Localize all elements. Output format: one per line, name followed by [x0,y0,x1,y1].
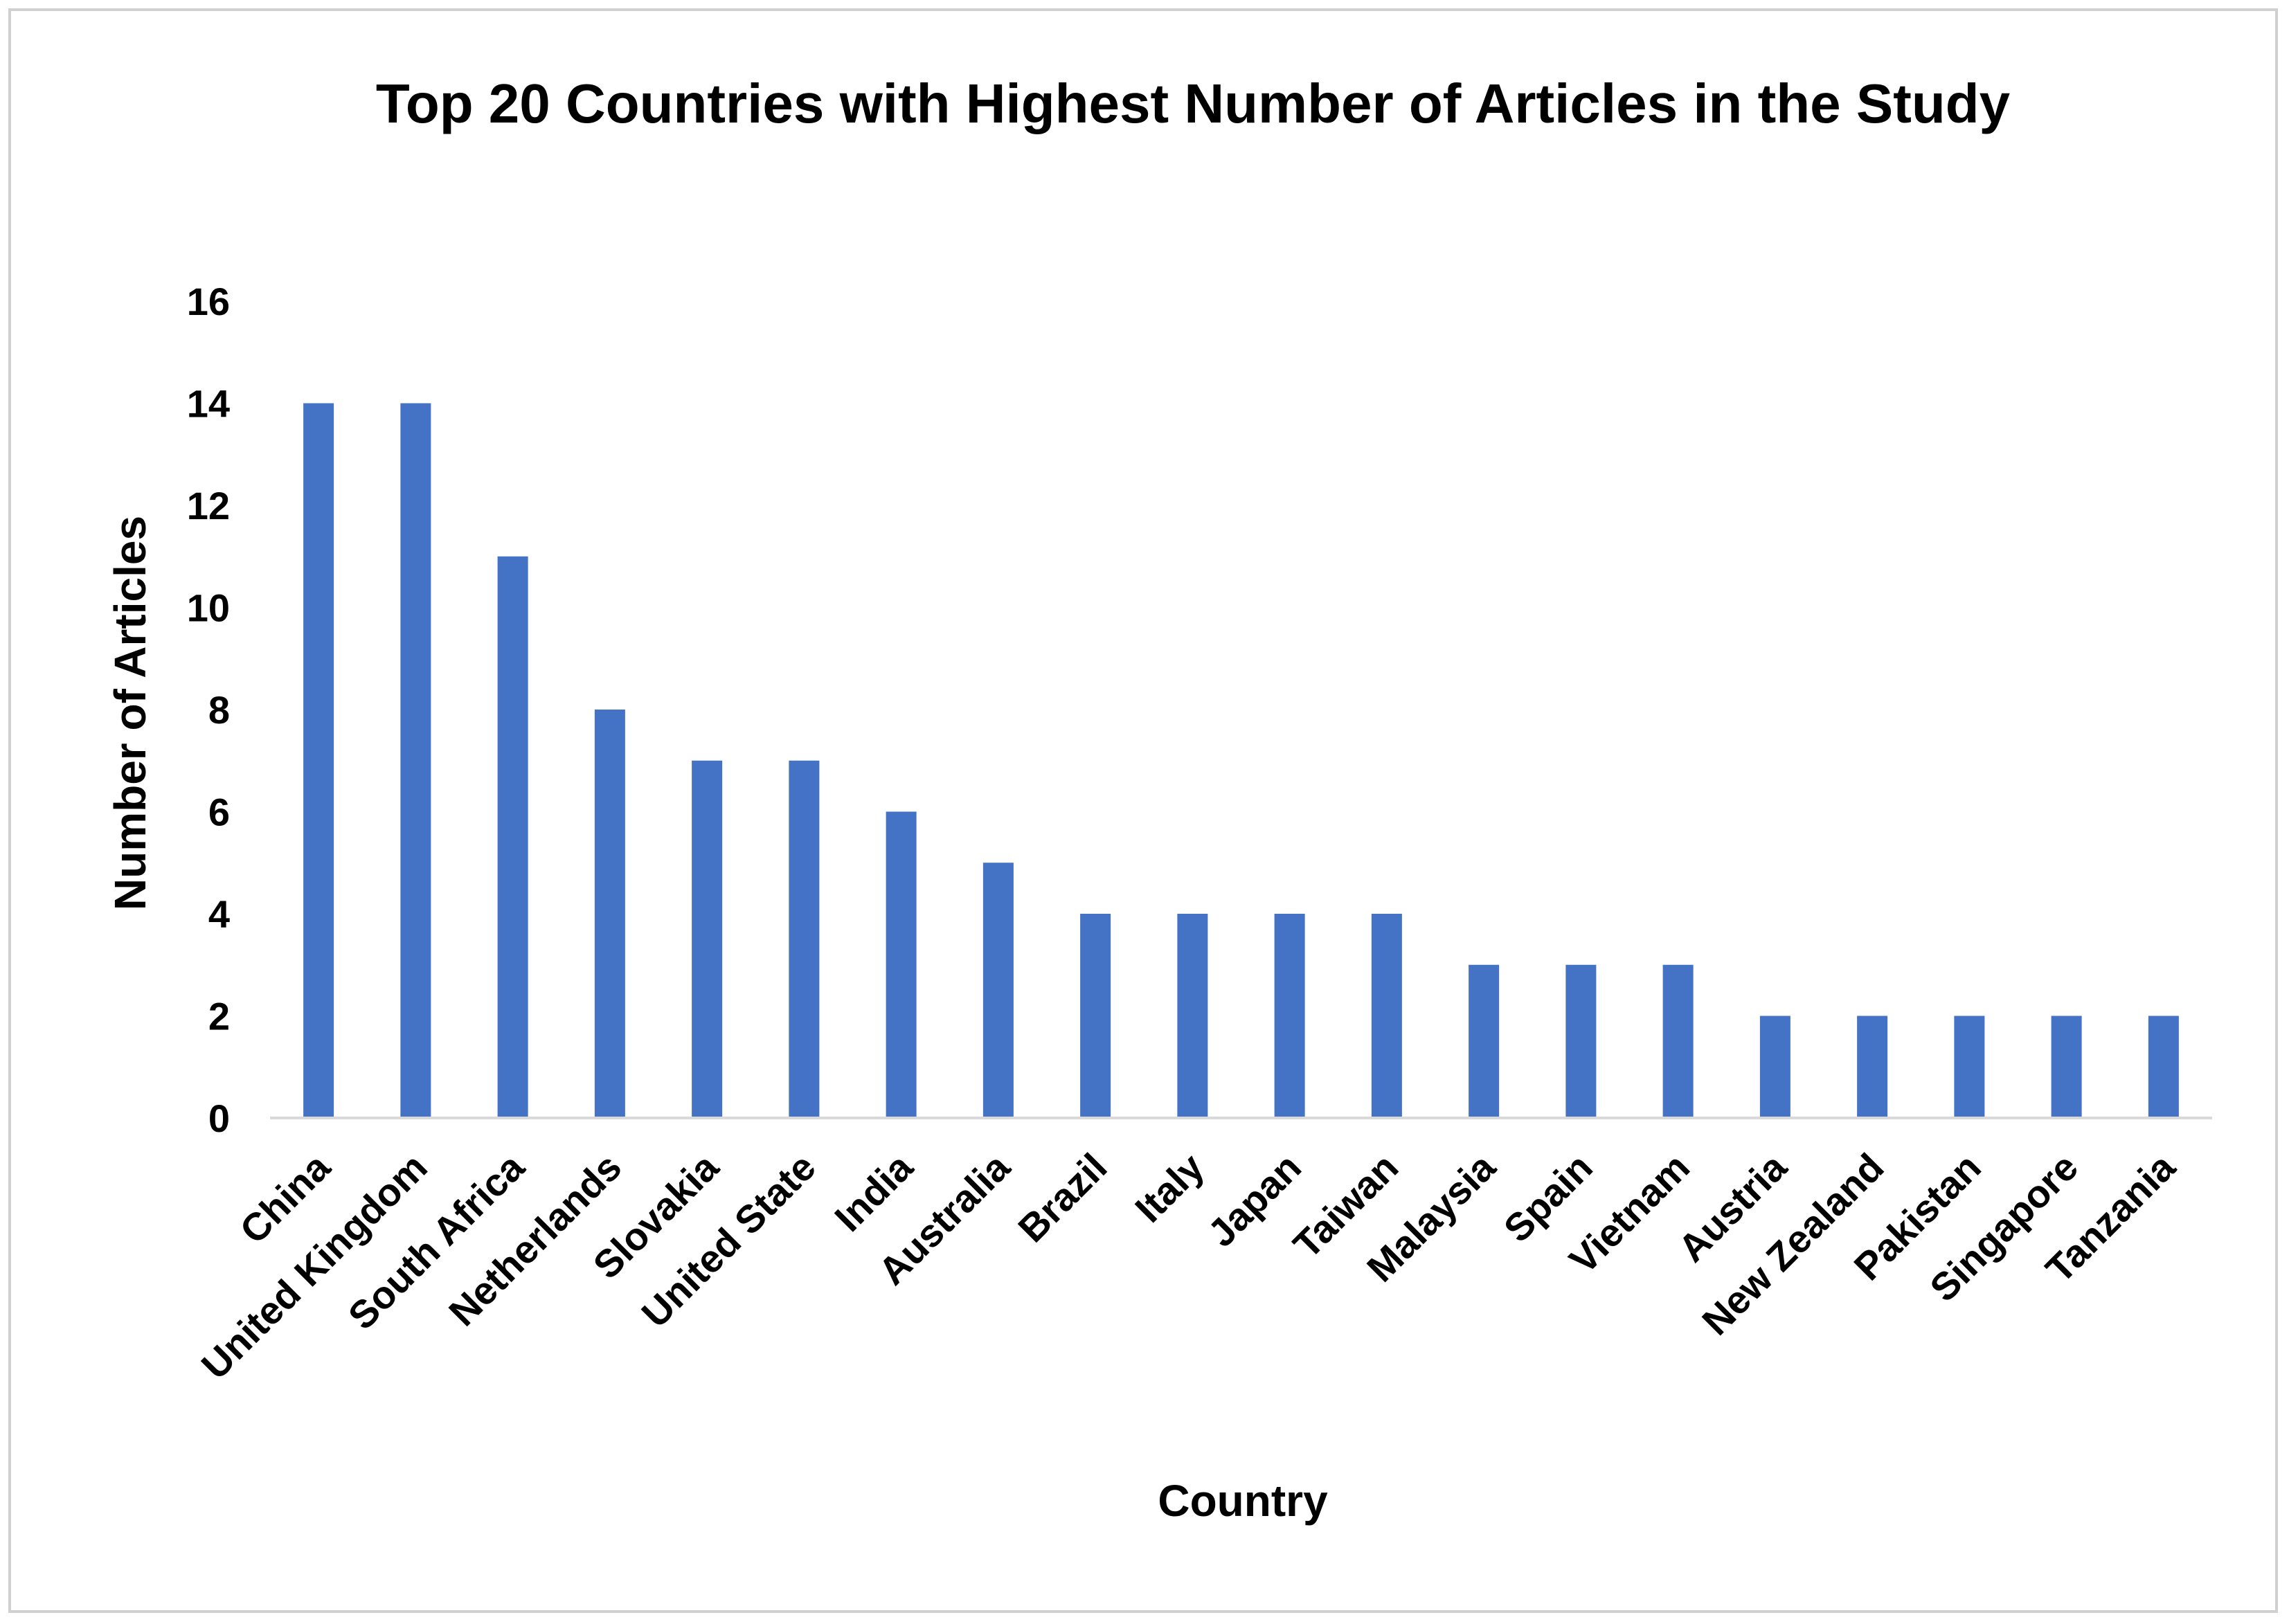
chart-frame [8,8,2278,1613]
x-tick-label: Brazil [1009,1145,1115,1250]
bar [2051,1016,2082,1118]
y-tick-label: 10 [187,586,230,630]
bar [1662,964,1694,1118]
bar [1954,1016,1985,1118]
y-tick-label: 6 [208,791,230,834]
bar [789,760,820,1118]
bar [594,710,625,1118]
bar [1857,1016,1888,1118]
bar [303,403,334,1118]
y-tick-label: 8 [208,688,230,732]
bar [400,403,431,1118]
bar [1177,914,1208,1118]
y-tick-label: 16 [187,280,230,323]
bar [1759,1016,1790,1118]
y-tick-label: 2 [208,995,230,1038]
bar [1469,964,1500,1118]
y-tick-label: 0 [208,1097,230,1140]
bar [982,863,1014,1118]
bar [497,556,528,1118]
y-tick-label: 12 [187,484,230,527]
bar [692,760,723,1118]
bar-series [303,403,2179,1118]
x-axis-title: Country [1158,1476,1328,1526]
bar [1371,914,1402,1118]
bar [2148,1016,2179,1118]
bar [886,811,917,1118]
bar [1080,914,1111,1118]
bar [1565,964,1597,1118]
chart-title: Top 20 Countries with Highest Number of … [375,73,2011,134]
y-axis-ticks: 0 2 4 6 8 10 12 14 16 [187,280,230,1140]
y-axis-title: Number of Articles [105,516,155,910]
y-tick-label: 14 [187,382,230,426]
bar [1274,914,1305,1118]
y-tick-label: 4 [208,892,230,936]
x-tick-label: Italy [1126,1145,1212,1231]
